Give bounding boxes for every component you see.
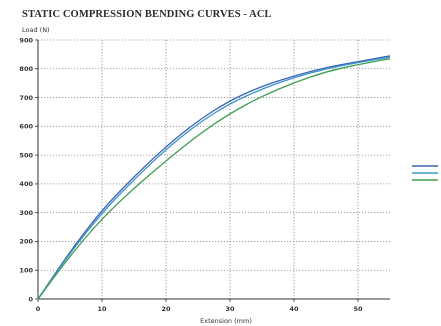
y-axis-label: Load (N) [22, 26, 50, 34]
x-tick-label: 30 [225, 305, 235, 313]
x-tick-label: 10 [97, 305, 107, 313]
y-tick-label: 600 [19, 123, 33, 131]
y-tick-label: 800 [19, 65, 33, 73]
y-tick-label: 700 [19, 94, 33, 102]
chart-title: STATIC COMPRESSION BENDING CURVES - ACL [22, 9, 272, 20]
y-tick-label: 300 [19, 209, 33, 217]
y-tick-label: 200 [19, 238, 33, 246]
x-tick-label: 50 [353, 305, 363, 313]
series-line [37, 55, 391, 300]
series-line [37, 58, 391, 300]
y-tick-label: 500 [19, 151, 33, 159]
y-tick-label: 0 [28, 295, 33, 303]
y-tick-label: 900 [19, 36, 33, 44]
x-tick-label: 20 [161, 305, 171, 313]
y-tick-label: 100 [19, 267, 33, 275]
grid [38, 39, 390, 299]
series-lines [37, 55, 391, 300]
x-tick-label: 40 [289, 305, 299, 313]
x-tick-label: 0 [36, 305, 41, 313]
y-tick-label: 400 [19, 180, 33, 188]
series-line [37, 56, 391, 300]
x-axis-label: Extension (mm) [200, 317, 252, 325]
legend [412, 165, 438, 181]
axes: 0 100 200 300 400 500 600 700 800 900 0 10 20 30 40 50 [19, 36, 390, 313]
